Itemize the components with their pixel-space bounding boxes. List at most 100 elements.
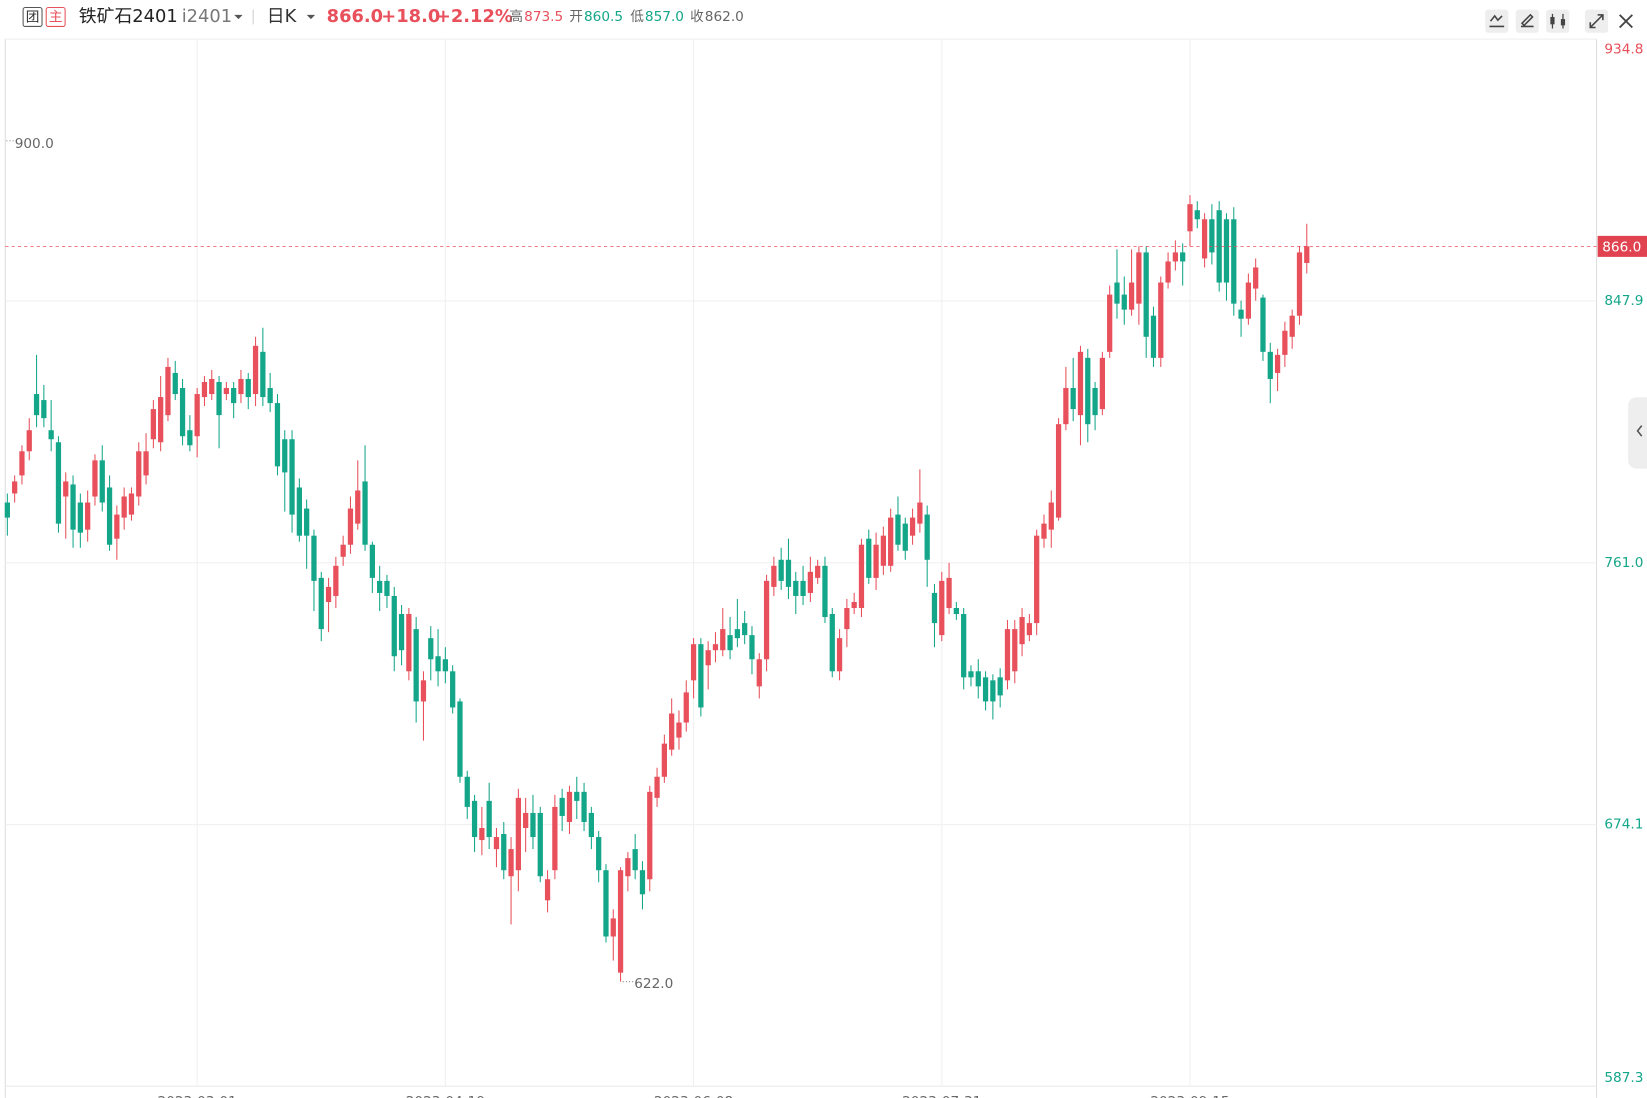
- candle-body: [77, 502, 83, 533]
- side-panel-toggle[interactable]: [1628, 397, 1647, 469]
- candle-body: [33, 394, 40, 416]
- candle-body: [1026, 623, 1033, 636]
- candle-body: [114, 514, 120, 539]
- candle-body: [815, 565, 821, 578]
- candle-body: [1216, 210, 1222, 283]
- candle-body: [85, 502, 91, 530]
- candle-body: [698, 644, 704, 708]
- candle-body: [530, 812, 536, 838]
- candle-body: [384, 580, 390, 596]
- candle-body: [807, 571, 813, 593]
- candle-body: [1136, 252, 1142, 304]
- tag[interactable]: 主: [49, 10, 63, 26]
- last-price-tag-label: 866.0: [1602, 239, 1641, 255]
- candle-body: [442, 659, 448, 672]
- candle-body: [508, 849, 514, 877]
- candle-body: [457, 701, 463, 777]
- change: +18.0: [381, 6, 440, 27]
- candle-body: [990, 680, 996, 702]
- candle-body: [683, 692, 689, 723]
- candle-body: [413, 629, 419, 702]
- candle-body: [450, 671, 456, 708]
- candle-body: [1194, 210, 1200, 220]
- candle-body: [617, 870, 624, 973]
- candle-body: [552, 806, 558, 871]
- candle-body: [274, 403, 281, 467]
- candle-body: [209, 378, 215, 395]
- candle-body: [311, 535, 317, 581]
- tool-icon: [1520, 13, 1534, 28]
- tool-icon: [1560, 19, 1566, 26]
- candle-body: [435, 656, 441, 672]
- change-pct: +2.12%: [436, 6, 513, 27]
- candle-body: [420, 680, 427, 702]
- candle-body: [559, 797, 565, 816]
- candle-body: [793, 580, 799, 596]
- candle-body: [289, 439, 295, 515]
- candle-body: [873, 544, 879, 578]
- candle-body: [961, 614, 967, 678]
- instrument-code[interactable]: i2401: [182, 6, 232, 27]
- candle-body: [282, 439, 288, 473]
- candle-body: [574, 791, 580, 801]
- candle-body: [1165, 261, 1171, 283]
- candle-body: [997, 677, 1003, 696]
- y-tick-label: 934.8: [1604, 42, 1643, 58]
- open-label: 开: [569, 9, 583, 25]
- tool-button[interactable]: [1546, 9, 1570, 33]
- candle-body: [12, 481, 18, 494]
- candle-body: [763, 580, 770, 660]
- candle-body: [106, 487, 113, 545]
- close-button[interactable]: [1619, 14, 1633, 29]
- candle-body: [902, 523, 908, 551]
- candle-body: [1245, 282, 1252, 319]
- candle-body: [128, 493, 135, 515]
- candle-body: [1180, 252, 1186, 262]
- tool-icon: [1550, 16, 1555, 25]
- candle-body: [172, 372, 178, 395]
- candle-body: [245, 378, 251, 398]
- candle-body: [756, 659, 762, 687]
- candle-body: [544, 879, 551, 901]
- candle-body: [639, 870, 646, 895]
- dropdown-arrow[interactable]: [306, 14, 316, 20]
- candle-body: [632, 849, 638, 871]
- candle-body: [1063, 388, 1069, 425]
- candle-body: [690, 644, 697, 681]
- tag[interactable]: 团: [26, 10, 40, 26]
- candle-body: [888, 517, 894, 566]
- candle-body: [1150, 315, 1157, 358]
- candle-body: [136, 451, 142, 497]
- candle-body: [1296, 252, 1303, 316]
- toolbar: [1485, 9, 1633, 33]
- candle-body: [1289, 315, 1295, 337]
- x-tick-label: 2023-07-31: [902, 1094, 981, 1098]
- period[interactable]: 日K: [267, 6, 298, 27]
- candle-body: [92, 460, 98, 497]
- tool-button[interactable]: [1485, 9, 1509, 33]
- candle-body: [953, 608, 959, 615]
- candle-body: [201, 381, 208, 398]
- candle-body: [150, 409, 156, 440]
- candle-body: [179, 388, 186, 437]
- candle-body: [1267, 351, 1273, 379]
- candle-body: [1041, 523, 1047, 539]
- grid: [5, 38, 1597, 1087]
- candle-body: [939, 580, 945, 636]
- candle-body: [588, 812, 594, 838]
- dropdown-arrow[interactable]: [234, 14, 243, 20]
- candle-body: [603, 870, 609, 937]
- tag-box[interactable]: [45, 7, 66, 27]
- candle-body: [1187, 204, 1193, 232]
- toggle-chevron: [1636, 425, 1643, 437]
- candle-body: [406, 614, 412, 672]
- last-price-tag: [1597, 235, 1647, 257]
- candle-body: [669, 713, 675, 750]
- candle-body: [1107, 294, 1113, 352]
- high-value: 873.5: [524, 9, 563, 25]
- tag-box[interactable]: [22, 7, 43, 27]
- candle-body: [705, 650, 711, 666]
- candle-body: [523, 812, 529, 829]
- candle-body: [1004, 629, 1011, 681]
